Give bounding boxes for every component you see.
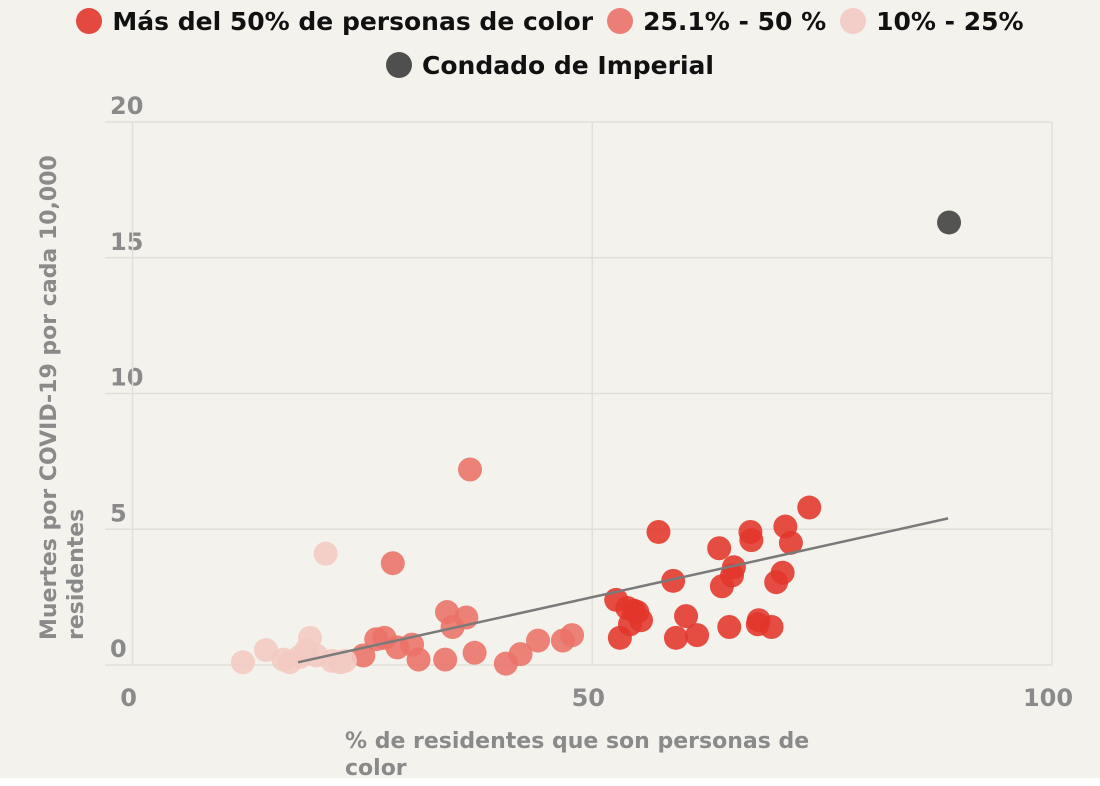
y-tick-label: 10	[110, 364, 143, 392]
legend-label: 25.1% - 50 %	[643, 6, 827, 36]
point	[560, 623, 585, 648]
point	[433, 647, 458, 672]
legend-item: Condado de Imperial	[386, 46, 714, 84]
y-tick-label: 15	[110, 228, 143, 256]
point	[707, 536, 732, 561]
point	[462, 640, 487, 665]
legend-label: Más del 50% de personas de color	[112, 6, 594, 36]
x-axis-label: % de residentes que son personas de colo…	[345, 729, 810, 781]
x-tick-label: 0	[120, 684, 137, 712]
point	[721, 555, 746, 580]
point	[380, 551, 405, 576]
legend-item: Más del 50% de personas de color	[76, 2, 593, 40]
point	[332, 648, 357, 673]
y-axis-label: Muertes por COVID-19 por cada 10,000 res…	[37, 155, 89, 640]
point	[759, 614, 784, 639]
y-tick-label: 5	[110, 499, 127, 527]
point	[661, 568, 686, 593]
point	[937, 210, 962, 235]
legend-swatch	[386, 52, 413, 78]
point	[406, 647, 431, 672]
point	[685, 623, 710, 648]
x-tick-label: 50	[572, 684, 605, 712]
point	[770, 560, 795, 585]
legend-item: 25.1% - 50 %	[607, 2, 826, 40]
legend-swatch	[76, 8, 103, 34]
legend-swatch	[607, 8, 634, 34]
x-tick-label: 100	[1023, 684, 1073, 712]
point	[458, 457, 483, 482]
point	[717, 614, 742, 639]
point	[778, 530, 803, 555]
point	[646, 519, 671, 544]
point	[313, 541, 338, 566]
point	[526, 628, 551, 653]
point	[508, 642, 533, 667]
trendline	[297, 517, 949, 664]
point	[797, 495, 822, 520]
y-tick-label: 0	[110, 635, 127, 663]
legend-label: 10% - 25%	[876, 6, 1024, 36]
point	[674, 604, 699, 629]
legend-swatch	[840, 8, 867, 34]
point	[230, 650, 255, 675]
legend-label: Condado de Imperial	[422, 50, 714, 80]
point	[629, 608, 654, 633]
legend-item: 10% - 25%	[840, 2, 1024, 40]
point	[739, 528, 764, 553]
legend: Más del 50% de personas de color 25.1% - …	[50, 2, 1050, 84]
y-tick-label: 20	[110, 92, 143, 120]
point	[663, 625, 688, 650]
